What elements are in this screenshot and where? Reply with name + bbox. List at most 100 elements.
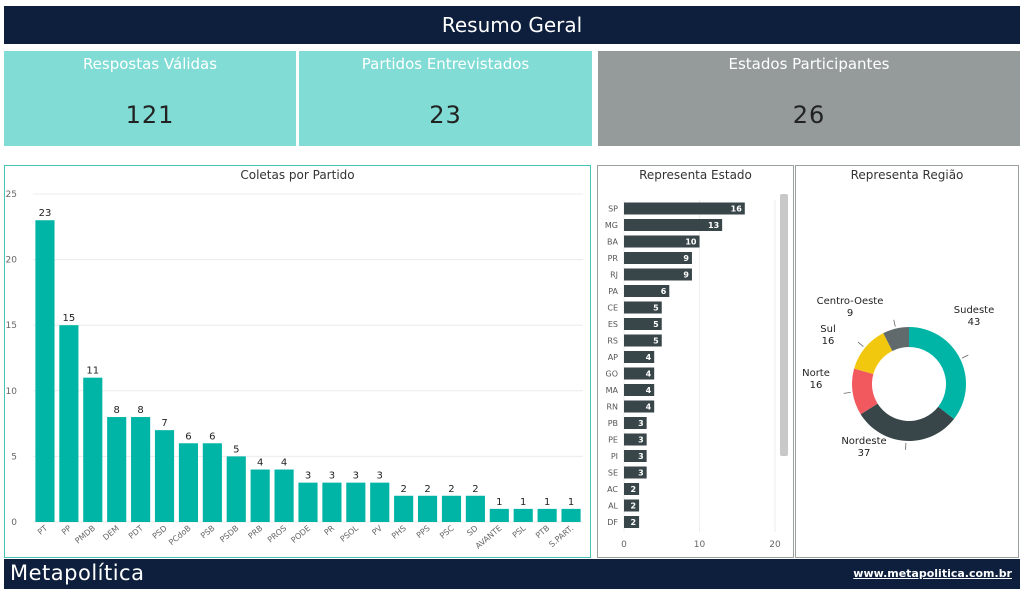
page-footer: Metapolítica www.metapolitica.com.br <box>4 559 1020 589</box>
bar <box>624 235 700 248</box>
x-tick-label: PDT <box>127 524 145 541</box>
y-tick-label: SE <box>608 469 618 478</box>
x-tick-label: S.PART. <box>547 524 575 549</box>
leader-line <box>843 392 851 394</box>
bar <box>561 508 581 522</box>
data-label: 11 <box>86 366 99 377</box>
data-label: 15 <box>63 313 76 324</box>
page-header: Resumo Geral <box>4 6 1020 44</box>
y-tick-label: 15 <box>6 321 17 331</box>
bar <box>537 508 557 522</box>
bar <box>624 252 692 264</box>
x-tick-label: PSL <box>511 523 528 539</box>
data-label: 6 <box>661 287 667 296</box>
data-label: 1 <box>520 497 526 508</box>
donut-slice <box>854 333 893 375</box>
card-label: Estados Participantes <box>728 55 890 73</box>
scrollbar-thumb <box>780 194 788 456</box>
slice-label: Norte <box>802 368 830 379</box>
bar <box>513 508 533 522</box>
y-tick-label: BA <box>607 238 618 247</box>
y-tick-label: AP <box>608 353 618 362</box>
x-tick-label: PRB <box>247 524 265 541</box>
data-label: 3 <box>377 471 383 482</box>
y-tick-label: PI <box>611 452 618 461</box>
metapolitica-logo: Metapolítica <box>10 561 145 585</box>
x-tick-label: PROS <box>266 524 288 545</box>
card-estados-participantes: Estados Participantes 26 <box>598 51 1020 146</box>
chart-title: Representa Estado <box>639 168 752 182</box>
card-label: Respostas Válidas <box>82 55 218 73</box>
x-tick-label: PHS <box>390 524 408 541</box>
x-tick-label: SD <box>465 524 479 538</box>
leader-line <box>961 354 969 359</box>
bar <box>83 377 103 522</box>
bar <box>107 417 127 522</box>
data-label: 6 <box>209 431 215 442</box>
bar <box>624 367 655 380</box>
bar <box>298 482 318 522</box>
data-label: 2 <box>631 518 637 527</box>
x-tick-label: PV <box>370 523 384 537</box>
y-tick-label: 25 <box>6 190 17 200</box>
y-tick-label: PB <box>608 419 618 428</box>
data-label: 4 <box>646 370 652 379</box>
page-title: Resumo Geral <box>441 13 583 37</box>
site-link[interactable]: www.metapolitica.com.br <box>853 567 1012 580</box>
card-partidos-entrevistados: Partidos Entrevistados 23 <box>299 51 592 146</box>
card-label: Partidos Entrevistados <box>361 55 530 73</box>
data-label: 4 <box>281 458 287 469</box>
x-tick-label: PCdoB <box>167 524 193 548</box>
bar <box>131 417 151 522</box>
data-label: 9 <box>683 254 689 263</box>
card-respostas-validas: Respostas Válidas 121 <box>4 51 296 146</box>
y-tick-label: RS <box>607 337 618 346</box>
slice-value: 43 <box>968 317 981 328</box>
data-label: 2 <box>448 484 454 495</box>
x-tick-label: 10 <box>694 540 706 550</box>
y-tick-label: PR <box>608 254 619 263</box>
y-tick-label: MA <box>606 386 619 395</box>
data-label: 3 <box>638 452 644 461</box>
slice-value: 16 <box>822 336 835 347</box>
leader-line <box>857 341 864 347</box>
donut-slice <box>909 327 966 420</box>
slice-label: Sul <box>820 324 835 335</box>
bar <box>202 443 222 522</box>
slice-label: Sudeste <box>954 305 994 316</box>
region-donut-chart: Sudeste43Nordeste37Norte16Sul16Centro-Oe… <box>802 296 994 459</box>
data-label: 1 <box>496 497 502 508</box>
bar <box>370 482 390 522</box>
y-tick-label: CE <box>607 304 618 313</box>
data-label: 16 <box>731 205 743 214</box>
data-label: 13 <box>708 221 719 230</box>
bar <box>624 202 745 215</box>
bar <box>624 466 647 479</box>
panel-coletas-por-partido: Coletas por Partido 0 5 10 15 20 25 23 PT 15 PP 11… <box>4 165 591 558</box>
y-tick-label: RJ <box>610 271 618 280</box>
slice-label: Centro-Oeste <box>817 296 884 307</box>
card-value: 121 <box>125 101 175 129</box>
y-tick-label: 5 <box>11 452 17 462</box>
panel-representa-estado: Representa Estado 0 10 20 SP 16 MG 13 BA 10 PR 9 RJ… <box>597 165 794 558</box>
data-label: 3 <box>353 471 359 482</box>
leader-line <box>893 319 896 327</box>
bar <box>226 456 246 522</box>
y-tick-label: MG <box>605 221 618 230</box>
data-label: 10 <box>685 238 697 247</box>
data-label: 5 <box>653 304 659 313</box>
data-label: 3 <box>638 469 644 478</box>
data-label: 1 <box>544 497 550 508</box>
data-label: 5 <box>233 444 239 455</box>
data-label: 7 <box>161 418 167 429</box>
bar <box>624 219 723 231</box>
y-tick-label: 20 <box>6 256 18 266</box>
data-label: 9 <box>683 271 689 280</box>
bar <box>624 334 662 347</box>
state-bar-chart: 0 10 20 SP 16 MG 13 BA 10 PR 9 RJ 9 PA 6 CE 5 ES 5 RS 5 AP 4 GO… <box>605 194 788 550</box>
data-label: 1 <box>568 497 574 508</box>
data-label: 3 <box>638 436 644 445</box>
card-value: 23 <box>429 101 462 129</box>
card-value: 26 <box>792 101 826 129</box>
x-tick-label: DEM <box>101 524 121 543</box>
